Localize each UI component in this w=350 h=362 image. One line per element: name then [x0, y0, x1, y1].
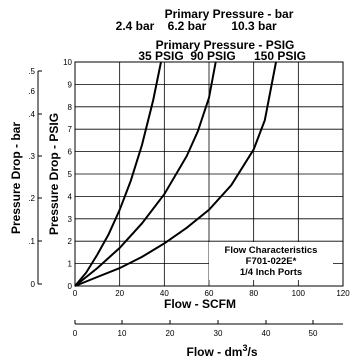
y-tick-label: 2 [68, 237, 73, 246]
x-tick-label: 60 [205, 289, 214, 298]
x-tick-label: 100 [292, 289, 306, 298]
y-tick-labels: 0 1 2 3 4 5 6 7 8 9 10 [63, 58, 72, 291]
secondary-x-tick-marks [74, 320, 314, 324]
secondary-y-tick-label: .6 [28, 87, 35, 96]
y-tick-label: 9 [68, 80, 73, 89]
y-tick-label: 4 [68, 192, 73, 201]
annotation-box [209, 242, 333, 280]
header-psig-value-1: 35 PSIG [138, 49, 183, 63]
y-tick-label: 5 [68, 170, 73, 179]
primary-pressure-bar-title: Primary Pressure - bar [165, 7, 294, 21]
x-axis-title: Flow - SCFM [164, 297, 236, 311]
y-axis-title: Pressure Drop - PSIG [47, 113, 61, 235]
header-bar-value-1: 2.4 bar [116, 19, 155, 33]
y-tick-label: 1 [68, 260, 73, 269]
secondary-x-tick-label: 0 [73, 329, 78, 338]
secondary-x-label-tail: /s [248, 345, 258, 359]
y-tick-label: 10 [63, 58, 72, 67]
x-tick-label: 0 [73, 289, 78, 298]
x-tick-label: 40 [160, 289, 169, 298]
x-tick-label: 120 [336, 289, 350, 298]
curves [74, 61, 277, 287]
secondary-x-tick-label: 50 [309, 329, 318, 338]
secondary-y-tick-label: .2 [28, 194, 35, 203]
x-tick-label: 20 [115, 289, 124, 298]
secondary-y-tick-label: 0 [31, 280, 36, 289]
secondary-y-tick-label: .1 [28, 237, 35, 246]
primary-pressure-psig-title: Primary Pressure - PSIG [156, 38, 295, 52]
header-psig-value-3: 150 PSIG [254, 49, 306, 63]
secondary-y-tick-marks [38, 70, 42, 285]
y-tick-label: 3 [68, 215, 73, 224]
curve-90-psig [74, 61, 217, 287]
x-tick-labels: 0 20 40 60 80 100 120 [73, 289, 350, 298]
y-tick-label: 7 [68, 125, 73, 134]
x-tick-label: 80 [249, 289, 258, 298]
header-psig-value-2: 90 PSIG [190, 49, 235, 63]
secondary-x-tick-label: 30 [214, 329, 223, 338]
header-bar-value-2: 6.2 bar [168, 19, 207, 33]
secondary-y-axis-title: Pressure Drop - bar [9, 122, 23, 234]
annotation-line-3: 1/4 Inch Ports [240, 267, 302, 278]
curve-150-psig [74, 61, 277, 287]
secondary-x-label-sup: 3 [242, 343, 247, 353]
secondary-x-tick-label: 40 [262, 329, 271, 338]
y-tick-label: 6 [68, 148, 73, 157]
secondary-x-label-main: Flow - dm [186, 345, 242, 359]
secondary-x-axis-title: Flow - dm3/s [186, 343, 257, 359]
y-tick-label: 8 [68, 103, 73, 112]
secondary-y-tick-label: .5 [28, 67, 35, 76]
secondary-x-tick-label: 20 [166, 329, 175, 338]
y-tick-label: 0 [68, 282, 73, 291]
secondary-y-tick-label: .4 [28, 110, 35, 119]
secondary-y-tick-labels: .1 .2 .3 .4 .5 .6 0 [28, 67, 35, 289]
secondary-x-tick-label: 10 [118, 329, 127, 338]
secondary-y-tick-label: .3 [28, 152, 35, 161]
annotation-line-2: F701-022E* [246, 256, 297, 267]
annotation-line-1: Flow Characteristics [225, 245, 318, 256]
header-bar-value-3: 10.3 bar [231, 19, 277, 33]
curve-35-psig [74, 61, 162, 287]
secondary-x-tick-labels: 0 10 20 30 40 50 [73, 329, 318, 338]
